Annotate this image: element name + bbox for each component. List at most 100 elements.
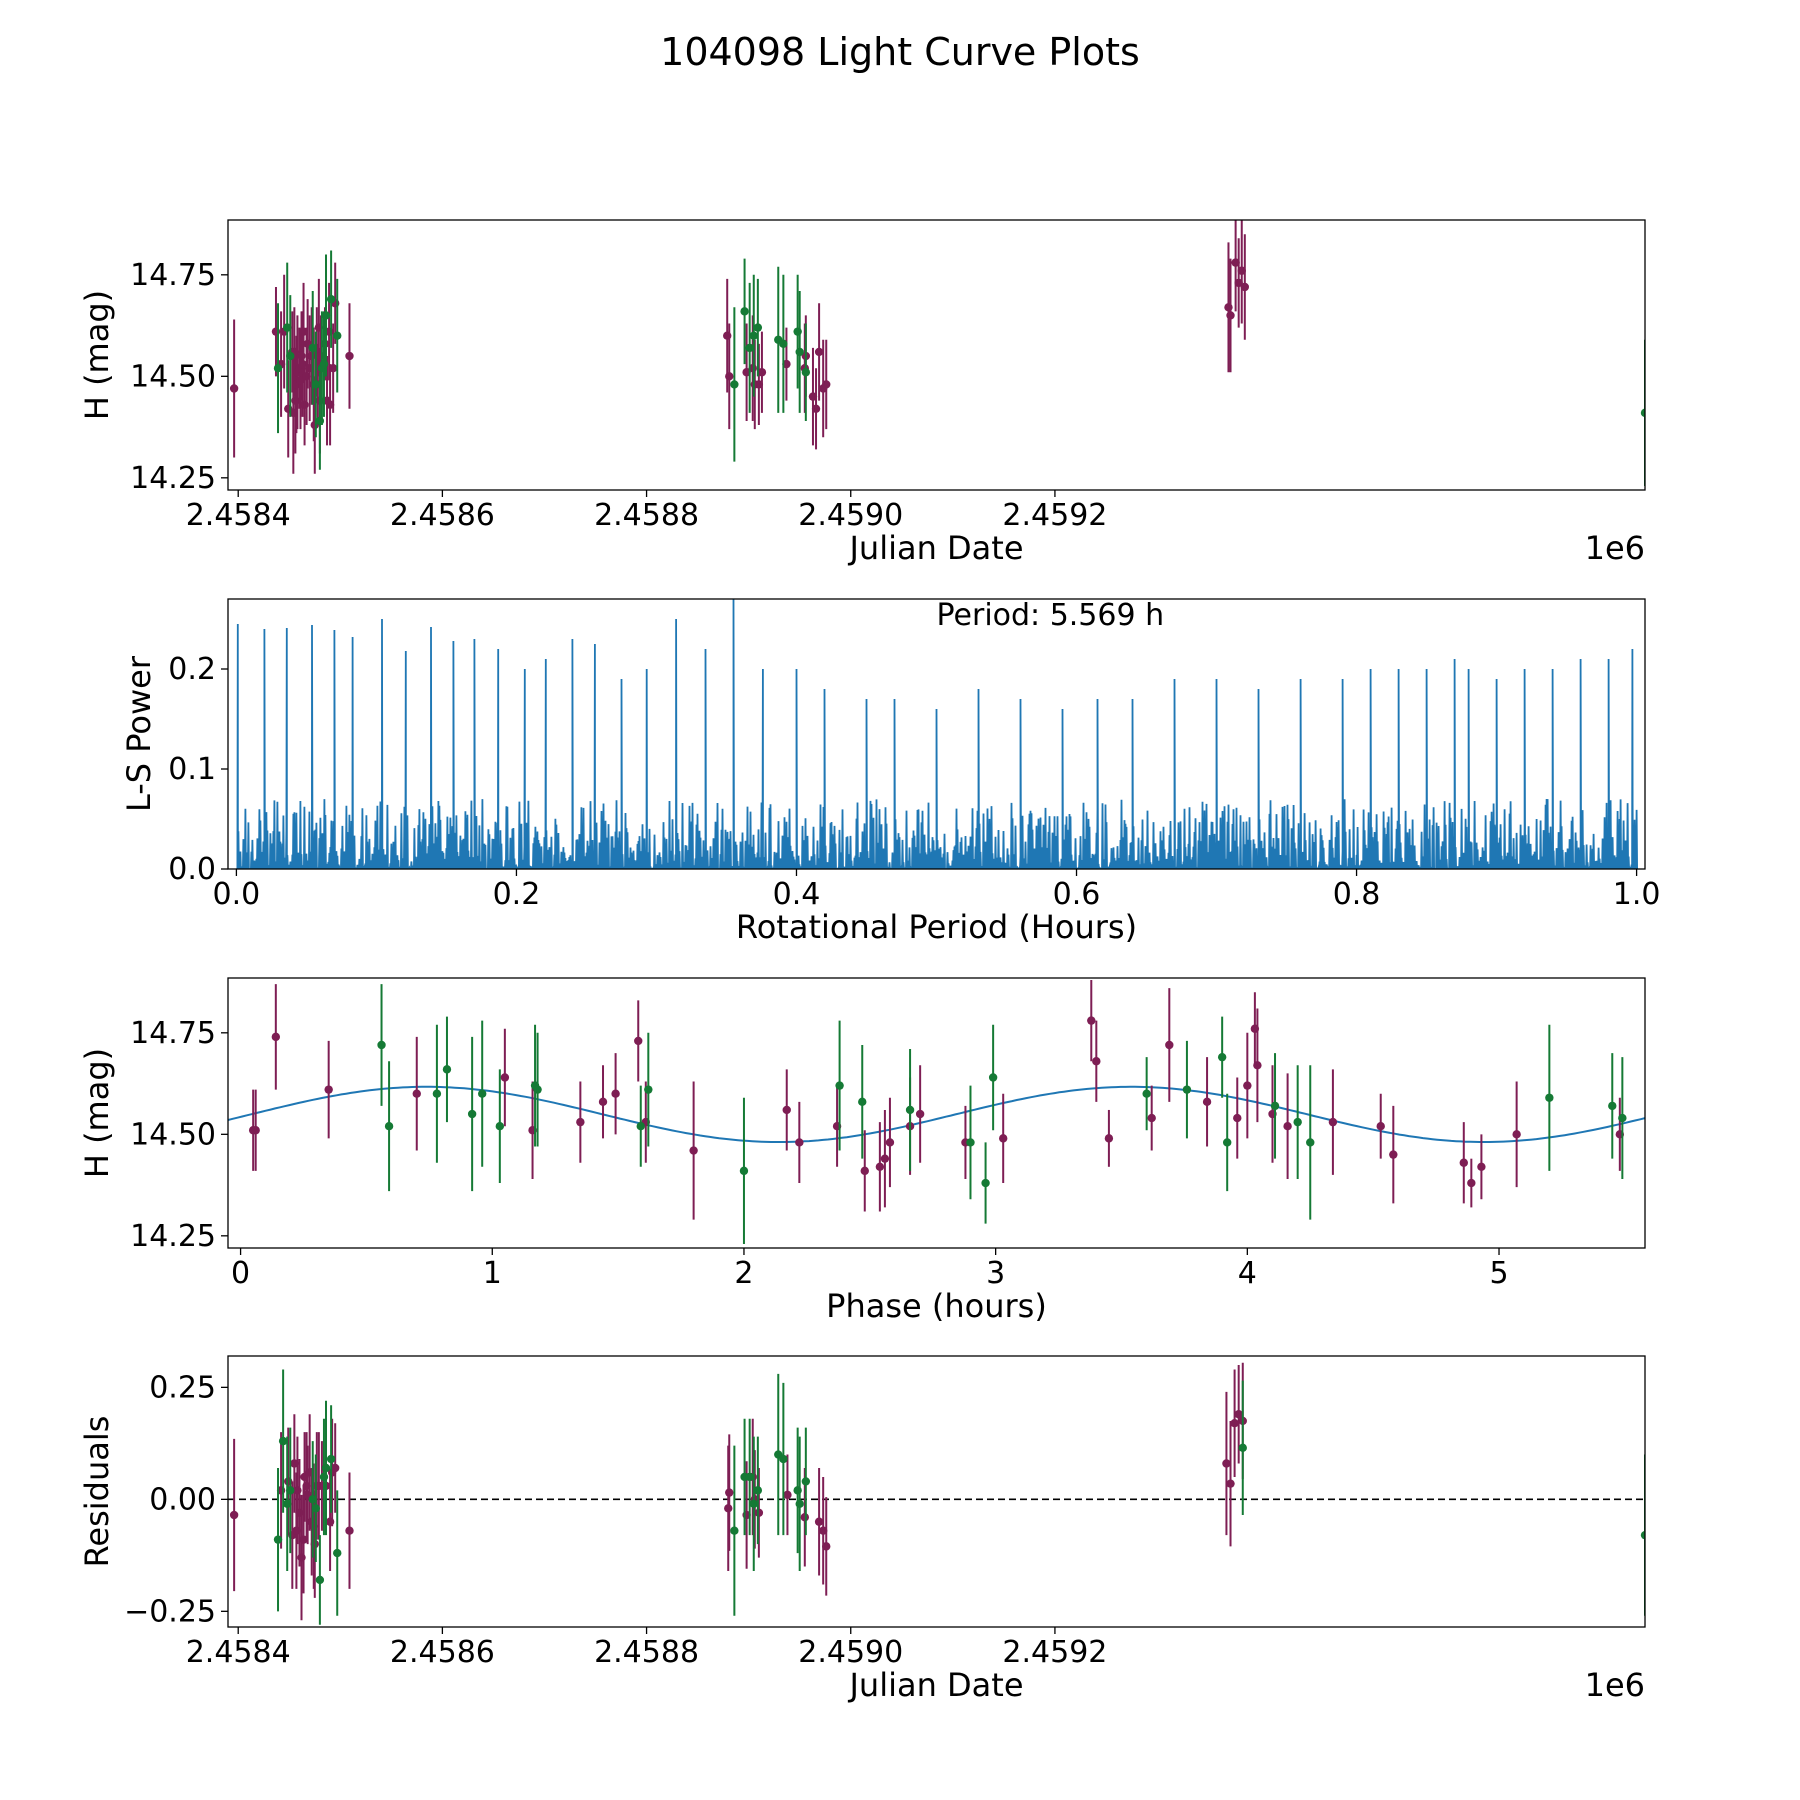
y-tick-label: 14.75 — [130, 258, 216, 293]
data-point — [1147, 1113, 1156, 1123]
periodogram-power-line — [236, 599, 1638, 869]
x-tick-label: 0.4 — [773, 877, 821, 912]
data-point — [725, 1488, 734, 1497]
data-point — [998, 1134, 1008, 1143]
data-point — [801, 1477, 811, 1486]
y-axis-label: H (mag) — [78, 290, 116, 420]
data-point — [858, 1097, 867, 1107]
data-point — [412, 1089, 421, 1098]
data-point — [1253, 1061, 1262, 1070]
data-point — [753, 1486, 763, 1495]
x-tick-label: 5 — [1489, 1256, 1508, 1291]
data-point — [326, 294, 336, 304]
x-tick-label: 2.4586 — [390, 498, 495, 533]
plot-area — [236, 599, 1638, 869]
data-point — [286, 1486, 295, 1495]
data-point — [1104, 1134, 1114, 1143]
data-point — [782, 1105, 791, 1115]
data-point — [885, 1138, 895, 1147]
x-axis-offset-label: 1e6 — [1585, 1666, 1645, 1704]
x-tick-label: 2.4592 — [1002, 498, 1107, 533]
x-tick-label: 4 — [1238, 1256, 1257, 1291]
data-point — [835, 1081, 844, 1090]
data-point — [1238, 1443, 1247, 1453]
data-point — [1608, 1101, 1617, 1111]
data-point — [1467, 1178, 1476, 1188]
axes-frame — [227, 598, 1646, 870]
data-point — [1240, 282, 1250, 292]
data-point — [1217, 1052, 1227, 1062]
data-point — [880, 1154, 890, 1163]
data-point — [311, 1504, 320, 1513]
data-point — [1222, 1459, 1231, 1468]
y-tick-label: 14.75 — [130, 1016, 216, 1051]
y-tick-label: 14.50 — [130, 1117, 216, 1152]
data-point — [328, 363, 338, 373]
data-point — [321, 311, 331, 320]
data-point — [915, 1109, 925, 1119]
data-point — [311, 380, 320, 389]
data-point — [1270, 1101, 1280, 1111]
data-point — [779, 339, 788, 349]
data-point — [1087, 1016, 1096, 1025]
y-tick-label: 14.25 — [130, 1219, 216, 1254]
y-tick-label: 0.2 — [168, 652, 216, 687]
data-point — [724, 1504, 733, 1513]
data-point — [326, 1454, 336, 1464]
data-point — [725, 372, 734, 381]
data-point — [745, 1472, 754, 1482]
x-tick-label: 2 — [734, 1256, 753, 1291]
data-point — [739, 1166, 749, 1176]
data-point — [330, 1463, 340, 1473]
y-tick-label: 14.50 — [130, 359, 216, 394]
data-point — [377, 1040, 386, 1050]
data-point — [644, 1085, 653, 1094]
plot-area — [228, 980, 1645, 1244]
data-point — [533, 1085, 542, 1094]
y-axis-label: L-S Power — [120, 655, 158, 812]
data-point — [689, 1146, 698, 1155]
data-point — [636, 1121, 645, 1131]
y-axis-label: H (mag) — [78, 1048, 116, 1178]
x-tick-label: 2.4592 — [1002, 1635, 1107, 1670]
data-point — [757, 368, 767, 377]
data-point — [981, 1178, 990, 1188]
x-tick-label: 2.4588 — [594, 498, 699, 533]
axes-frame — [227, 219, 1646, 491]
data-point — [229, 384, 239, 393]
y-axis-label: Residuals — [78, 1416, 116, 1568]
data-point — [801, 368, 811, 377]
data-point — [345, 351, 354, 361]
data-point — [822, 380, 831, 389]
axes-frame — [227, 977, 1646, 1249]
x-tick-label: 1 — [483, 1256, 502, 1291]
data-point — [273, 363, 283, 373]
data-point — [1234, 1410, 1243, 1419]
data-point — [273, 1535, 283, 1544]
data-point — [1226, 1479, 1235, 1488]
data-point — [324, 1085, 333, 1094]
data-point — [783, 1490, 792, 1500]
x-tick-label: 0.2 — [493, 877, 541, 912]
data-point — [1293, 1117, 1302, 1127]
model-fit-curve — [228, 1085, 1645, 1143]
data-point — [905, 1105, 915, 1115]
data-point — [500, 1073, 510, 1082]
data-point — [1182, 1085, 1192, 1094]
x-tick-label: 2.4590 — [798, 498, 903, 533]
data-point — [251, 1126, 260, 1135]
y-tick-label: 14.25 — [130, 461, 216, 496]
x-axis-label: Julian Date — [847, 1666, 1023, 1704]
x-tick-label: 3 — [986, 1256, 1005, 1291]
x-tick-label: 0.8 — [1333, 877, 1381, 912]
data-point — [1226, 311, 1235, 320]
data-point — [229, 1510, 239, 1520]
y-tick-label: 0.0 — [168, 852, 216, 887]
data-point — [814, 347, 824, 357]
data-point — [814, 1517, 824, 1526]
data-point — [598, 1097, 608, 1107]
x-tick-label: 0.6 — [1053, 877, 1101, 912]
data-point — [1640, 408, 1645, 418]
data-point — [495, 1121, 505, 1131]
